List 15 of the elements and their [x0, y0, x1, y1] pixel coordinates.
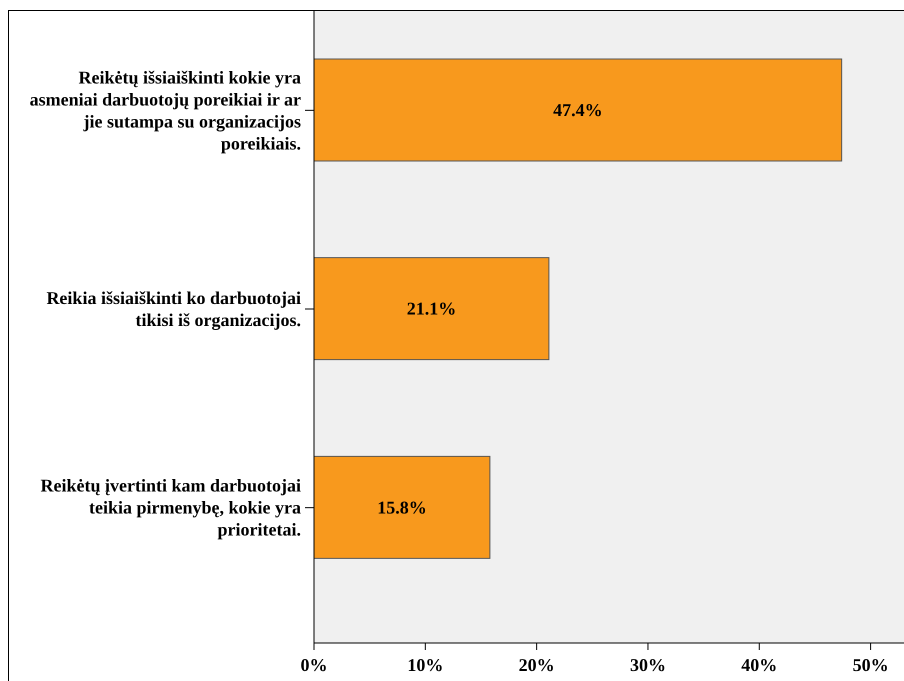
x-tick-label: 0%	[300, 654, 328, 675]
y-tick-label: Reikėtų įvertinti kam darbuotojai teikia pirmenybę, kokie yra prioritetai.	[40, 476, 301, 540]
data-label: 21.1%	[406, 298, 456, 319]
x-tick-label: 30%	[630, 654, 666, 675]
bar	[314, 257, 550, 360]
bar	[314, 58, 842, 162]
x-tick-label: 50%	[852, 654, 889, 675]
x-tick-label: 10%	[407, 654, 444, 675]
bar	[314, 456, 490, 559]
y-tick-label: Reikia išsiaiškinti ko darbuotojai tikisi iš organizacijos.	[46, 288, 301, 330]
data-label: 15.8%	[377, 497, 427, 518]
y-tick-label: Reikėtų išsiaiškinti kokie yra asmeniai darbuotojų poreikiai ir ar jie sutampa su organizacijos poreikiais.	[30, 67, 302, 154]
x-tick-label: 20%	[518, 654, 555, 675]
data-label: 47.4%	[553, 100, 603, 120]
x-tick-label: 40%	[741, 654, 778, 675]
